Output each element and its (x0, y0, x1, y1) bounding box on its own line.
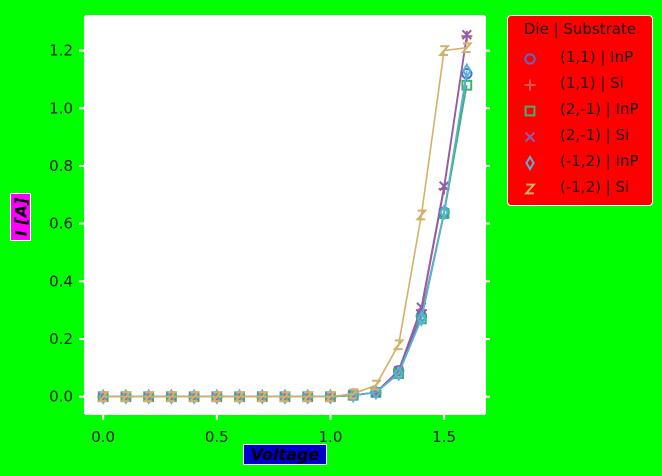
legend-marker-shape (524, 53, 536, 65)
legend-item: (-1,2) | InP (508, 150, 654, 176)
data-point (324, 391, 337, 403)
legend-marker-circle (524, 53, 536, 65)
legend-item: (2,-1) | InP (508, 98, 654, 124)
data-point (278, 391, 292, 403)
legend-marker-square (524, 105, 536, 117)
legend-title: Die | Substrate (523, 20, 637, 38)
data-point (416, 310, 427, 327)
data-point (415, 209, 428, 221)
legend-marker-shape (524, 131, 536, 143)
legend-marker-diamond (525, 154, 535, 172)
y-tick-label: 0.4 (49, 272, 73, 290)
data-point (438, 45, 451, 57)
data-point (347, 388, 360, 400)
data-point (188, 391, 201, 403)
y-tick-label: 0.6 (49, 215, 73, 233)
y-tick-label: 1.0 (49, 99, 73, 117)
y-axis-label: I [A] (11, 197, 30, 237)
data-point (210, 391, 223, 403)
series-layer (97, 29, 473, 405)
y-tick-label: 0.0 (49, 388, 73, 406)
legend-item: (-1,2) | Si (508, 176, 654, 202)
data-point (119, 391, 132, 403)
data-point (142, 391, 155, 403)
data-point (165, 391, 178, 403)
legend-label: (2,-1) | Si (560, 126, 630, 144)
data-point (256, 391, 269, 403)
axes: 0.0 0.5 1.0 1.5 0.0 0.2 0.4 0.6 0.8 1.0 1.2 (49, 15, 490, 446)
legend-marker-shape (525, 154, 535, 172)
legend-marker-shape (524, 105, 536, 117)
data-point (233, 391, 246, 403)
legend-label: (1,1) | Si (560, 74, 624, 92)
x-tick-label: 0.0 (91, 428, 115, 446)
data-point (460, 42, 473, 54)
legend-marker-shape (523, 183, 537, 195)
legend: Die | Substrate (1,1) | InP (1,1) | Si (2,… (507, 15, 653, 206)
x-tick-label: 0.5 (205, 428, 229, 446)
x-axis-label-box: Voltage (243, 444, 327, 465)
legend-marker-z (523, 183, 537, 195)
legend-item: (2,-1) | Si (508, 124, 654, 150)
x-tick-label: 1.0 (319, 428, 343, 446)
y-tick-label: 1.2 (49, 42, 73, 60)
legend-marker-shape (524, 79, 536, 91)
legend-marker-x (524, 131, 536, 143)
data-point (462, 62, 472, 79)
legend-label: (-1,2) | InP (560, 152, 639, 170)
data-point (97, 391, 110, 403)
legend-label: (-1,2) | Si (560, 178, 630, 196)
legend-label: (2,-1) | InP (560, 100, 639, 118)
legend-item: (1,1) | InP (508, 46, 654, 72)
y-axis-label-box: I [A] (10, 193, 31, 241)
x-tick-label: 1.5 (432, 428, 456, 446)
data-point (393, 365, 404, 382)
data-point (461, 79, 473, 91)
legend-item: (1,1) | Si (508, 72, 654, 98)
data-point (461, 29, 472, 40)
legend-marker-plus (524, 79, 536, 91)
y-tick-label: 0.8 (49, 157, 73, 175)
legend-label: (1,1) | InP (560, 48, 634, 66)
y-tick-label: 0.2 (49, 330, 73, 348)
data-point (439, 204, 449, 221)
data-point (369, 379, 382, 391)
series-group (97, 42, 473, 403)
data-point (301, 391, 314, 403)
data-point (392, 339, 405, 351)
x-axis-label: Voltage (250, 445, 320, 464)
plot-area (85, 16, 485, 414)
